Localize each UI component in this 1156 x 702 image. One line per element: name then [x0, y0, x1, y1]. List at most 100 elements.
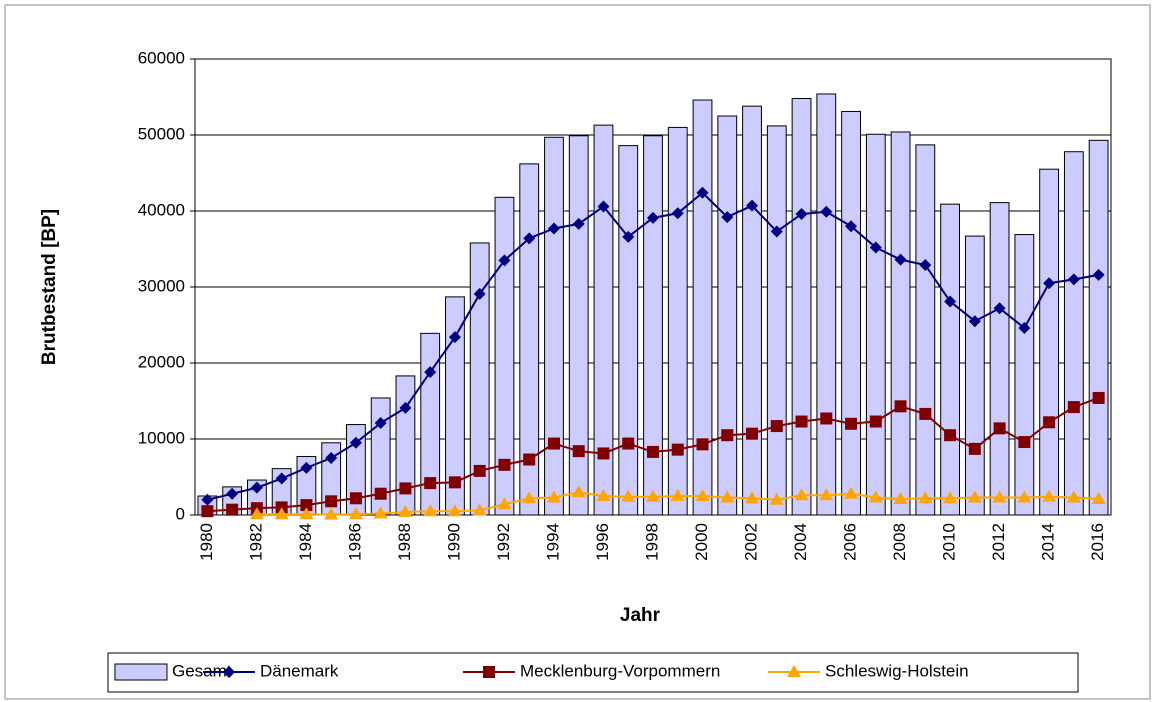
marker [399, 401, 412, 414]
marker [967, 490, 982, 503]
marker [943, 491, 958, 504]
marker [398, 504, 413, 517]
marker [1043, 277, 1056, 290]
x-tick-label: 1990 [444, 523, 463, 561]
legend-marker [483, 666, 495, 678]
marker [522, 491, 537, 504]
x-tick-label: 2004 [791, 523, 810, 561]
marker [546, 490, 561, 503]
bar [717, 115, 738, 516]
marker [622, 437, 635, 450]
marker [497, 497, 512, 510]
bar [915, 144, 936, 516]
marker [300, 461, 313, 474]
y-tick-label: 0 [176, 504, 185, 523]
x-tick-label: 1986 [345, 523, 364, 561]
marker [249, 507, 264, 520]
marker [745, 491, 760, 504]
marker [523, 232, 536, 245]
marker [918, 491, 933, 504]
marker [597, 447, 610, 460]
marker [226, 503, 239, 516]
marker [1067, 273, 1080, 286]
x-tick-label: 2010 [940, 523, 959, 561]
marker [349, 492, 362, 505]
marker [670, 489, 685, 501]
bar [989, 202, 1010, 516]
marker [1067, 401, 1080, 414]
x-tick-label: 1982 [246, 523, 265, 561]
bar [643, 135, 663, 516]
x-tick-label: 2000 [692, 523, 711, 561]
marker [348, 507, 363, 520]
marker [424, 477, 437, 490]
marker [647, 445, 659, 458]
marker [325, 495, 338, 508]
marker [893, 492, 908, 505]
legend-box [107, 652, 1079, 693]
marker [274, 507, 289, 520]
marker [547, 437, 560, 450]
legend-label: Gesamt [172, 661, 232, 680]
marker [201, 493, 214, 506]
marker [324, 507, 339, 520]
marker [1066, 490, 1081, 503]
marker [894, 400, 907, 413]
y-tick-label: 20000 [138, 352, 185, 371]
bar [544, 136, 564, 516]
x-tick-label: 1996 [593, 523, 612, 561]
bar [568, 135, 589, 516]
marker [300, 499, 313, 512]
bar [841, 110, 861, 516]
marker [498, 254, 511, 267]
marker [968, 442, 981, 455]
bar [742, 105, 762, 516]
bar [890, 131, 911, 516]
marker [746, 427, 759, 440]
marker [894, 253, 907, 266]
marker [572, 217, 585, 230]
marker [845, 417, 858, 430]
marker [770, 420, 783, 433]
marker [671, 207, 684, 220]
marker [1042, 489, 1057, 502]
x-tick-label: 2012 [989, 523, 1008, 561]
x-tick-label: 1984 [296, 523, 315, 561]
marker [819, 488, 834, 501]
marker [869, 415, 882, 428]
marker [721, 211, 734, 224]
marker [770, 225, 783, 238]
x-axis-label: Jahr [620, 605, 661, 626]
marker [373, 506, 388, 519]
x-tick-label: 1992 [494, 523, 513, 561]
marker [498, 458, 511, 471]
bar [1063, 151, 1084, 516]
marker [696, 186, 709, 199]
marker [820, 412, 833, 425]
marker [250, 481, 263, 494]
legend-label: Mecklenburg-Vorpommern [520, 661, 720, 680]
marker [1091, 492, 1106, 505]
legend-marker [223, 666, 235, 678]
marker [944, 429, 957, 442]
marker [1092, 268, 1105, 281]
bar [865, 133, 886, 516]
marker [1092, 391, 1105, 404]
marker [571, 485, 586, 498]
marker [696, 438, 709, 451]
legend-marker [787, 665, 801, 677]
marker [423, 504, 438, 517]
x-tick-label: 1980 [197, 523, 216, 561]
legend-label: Dänemark [260, 661, 339, 680]
marker [299, 507, 314, 520]
marker [845, 220, 858, 233]
marker [1017, 490, 1032, 503]
marker [523, 453, 536, 466]
marker [374, 487, 387, 500]
marker [448, 331, 461, 344]
marker [597, 200, 610, 213]
marker [993, 302, 1006, 315]
marker [226, 487, 239, 500]
bar [618, 145, 639, 516]
